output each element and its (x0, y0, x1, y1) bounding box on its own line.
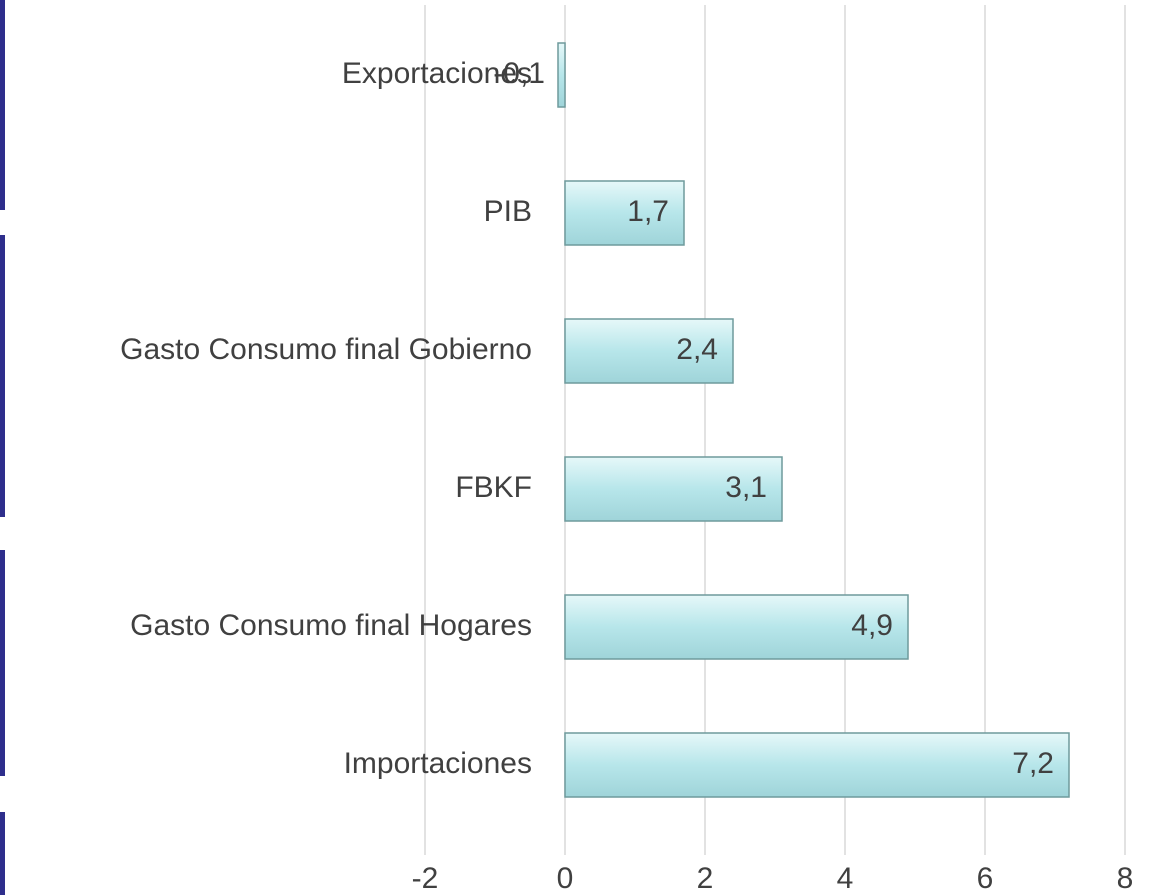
x-tick-label: 4 (837, 862, 854, 895)
value-label: 2,4 (676, 333, 718, 366)
x-tick-label: 0 (557, 862, 574, 895)
side-decoration (0, 235, 5, 517)
bar (564, 594, 909, 660)
side-decoration (0, 812, 5, 895)
category-label: Gasto Consumo final Gobierno (120, 333, 532, 366)
category-label: Exportaciones (342, 57, 532, 90)
category-label: Importaciones (344, 747, 532, 780)
category-label: PIB (484, 195, 532, 228)
bar (564, 318, 734, 384)
category-label: FBKF (455, 471, 532, 504)
x-tick-label: -2 (412, 862, 439, 895)
bar (557, 42, 566, 108)
value-label: 4,9 (851, 609, 893, 642)
category-label: Gasto Consumo final Hogares (130, 609, 532, 642)
value-label: 3,1 (725, 471, 767, 504)
grid: -2 0 2 4 6 8 (412, 5, 1134, 895)
value-label: 7,2 (1012, 747, 1054, 780)
bar (564, 732, 1070, 798)
value-label: 1,7 (627, 195, 669, 228)
plot: Exportaciones-0,1 PIB 1,7 Gasto Consumo fin… (120, 42, 1070, 798)
bar (564, 456, 783, 522)
value-label: -0,1 (493, 57, 545, 90)
side-decoration (0, 0, 5, 210)
bar (564, 180, 685, 246)
x-tick-label: 6 (977, 862, 994, 895)
x-tick-label: 2 (697, 862, 714, 895)
x-tick-label: 8 (1117, 862, 1134, 895)
side-decoration (0, 550, 5, 776)
